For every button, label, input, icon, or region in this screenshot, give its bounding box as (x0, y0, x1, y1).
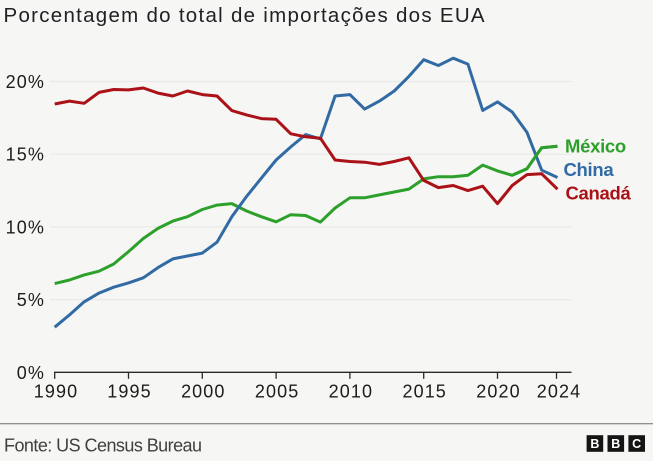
svg-text:15%: 15% (6, 145, 45, 165)
svg-text:10%: 10% (6, 217, 45, 237)
svg-text:Fonte: US Census Bureau: Fonte: US Census Bureau (4, 435, 201, 455)
svg-text:5%: 5% (17, 290, 45, 310)
svg-text:2024: 2024 (537, 382, 581, 402)
svg-text:2020: 2020 (476, 382, 520, 402)
svg-text:20%: 20% (6, 72, 45, 92)
svg-text:1995: 1995 (107, 382, 151, 402)
svg-text:Canadá: Canadá (566, 183, 632, 204)
svg-text:2005: 2005 (255, 382, 299, 402)
svg-text:C: C (632, 437, 641, 451)
svg-text:2000: 2000 (181, 382, 225, 402)
svg-text:B: B (611, 437, 620, 451)
svg-text:2015: 2015 (402, 382, 446, 402)
svg-text:China: China (564, 159, 615, 180)
svg-text:México: México (565, 136, 626, 157)
svg-text:2010: 2010 (329, 382, 373, 402)
svg-text:B: B (590, 437, 599, 451)
svg-text:1990: 1990 (34, 382, 78, 402)
svg-text:Porcentagem do total de import: Porcentagem do total de importações dos … (4, 4, 486, 27)
svg-text:0%: 0% (17, 363, 45, 383)
